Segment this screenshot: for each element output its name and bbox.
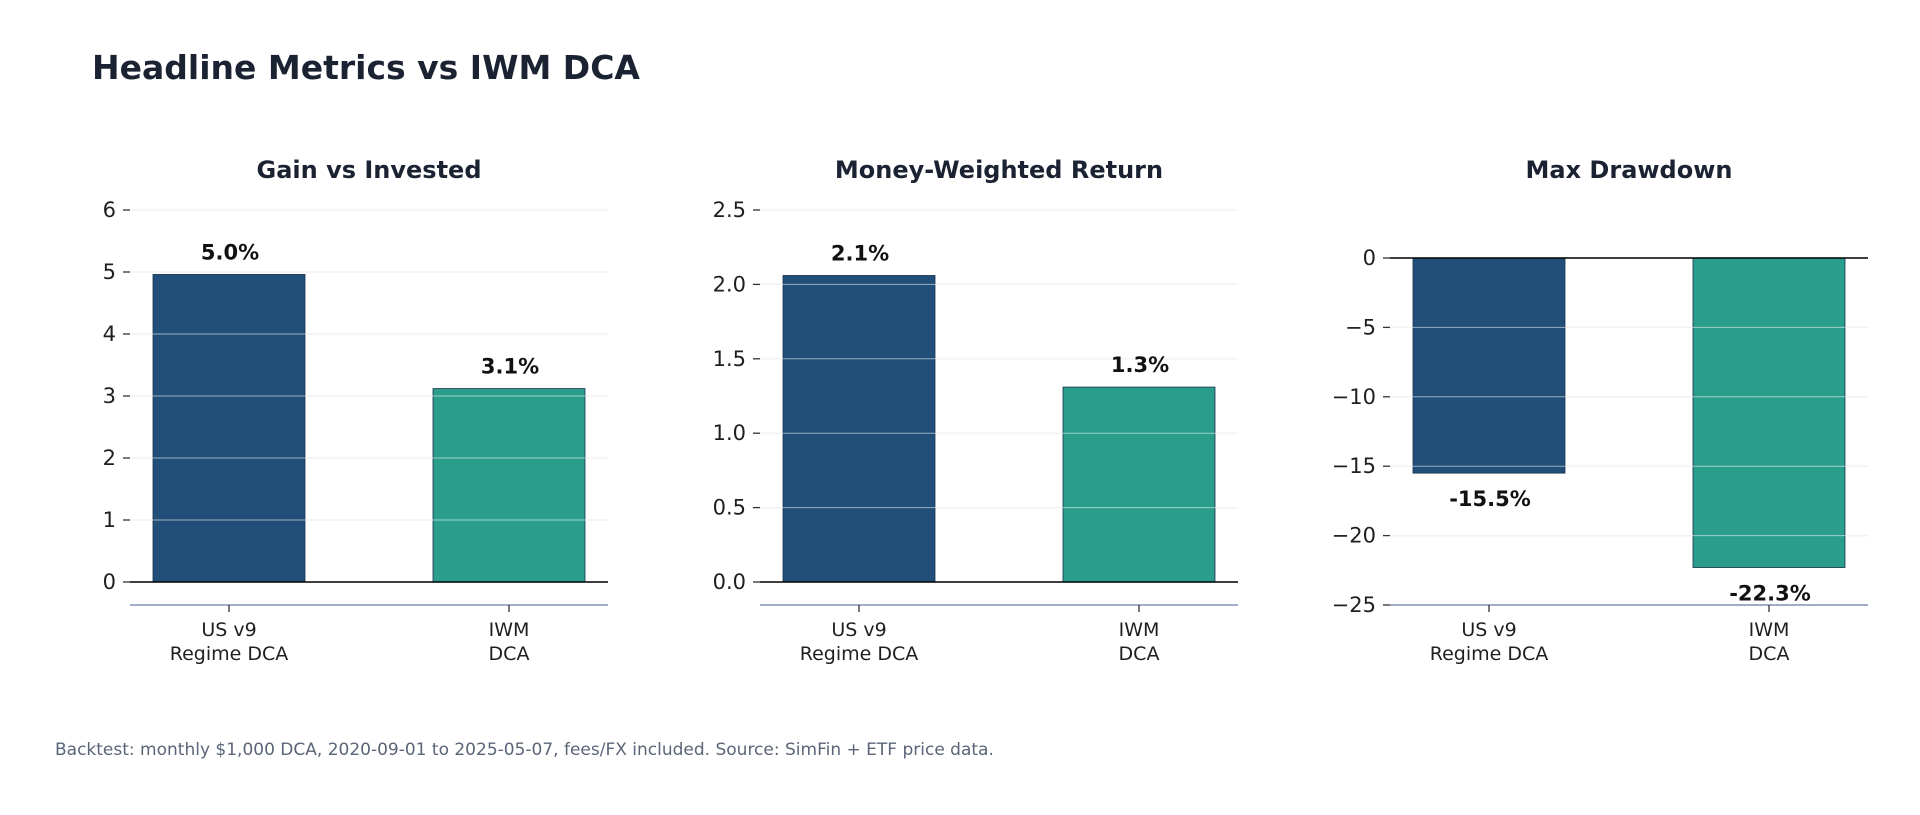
- panel-title: Gain vs Invested: [257, 156, 482, 184]
- y-tick-label: 3: [103, 384, 116, 408]
- y-tick-label: −25: [1332, 593, 1376, 617]
- y-tick-label: 1.0: [713, 421, 746, 445]
- y-tick-label: 0.0: [713, 570, 746, 594]
- bar: [782, 275, 936, 583]
- y-tick-label: 4: [103, 322, 116, 346]
- bar: [432, 388, 586, 583]
- x-tick-label: IWM DCA: [1119, 619, 1160, 665]
- bar: [152, 274, 306, 583]
- data-label: -15.5%: [1449, 487, 1531, 511]
- chart-panel-3: Max Drawdown 0 −5 −10 −15 −20 −25 US v9 Regime D…: [1332, 156, 1868, 665]
- y-tick-label: 0.5: [713, 496, 746, 520]
- data-label: 1.3%: [1111, 353, 1169, 377]
- page-title: Headline Metrics vs IWM DCA: [92, 48, 640, 87]
- bar: [1692, 257, 1846, 568]
- panel-title: Max Drawdown: [1526, 156, 1733, 184]
- y-tick-label: −5: [1345, 315, 1376, 339]
- y-tick-label: −20: [1332, 524, 1376, 548]
- y-tick-label: 5: [103, 260, 116, 284]
- y-tick-label: 2: [103, 446, 116, 470]
- y-tick-label: −10: [1332, 385, 1376, 409]
- data-label: 5.0%: [201, 240, 259, 264]
- bar: [1412, 257, 1566, 474]
- data-label: 2.1%: [831, 241, 889, 265]
- x-tick-label: IWM DCA: [1749, 619, 1790, 665]
- x-tick-label: IWM DCA: [489, 619, 530, 665]
- x-tick-label: US v9 Regime DCA: [170, 619, 289, 665]
- chart-panel-2: Money-Weighted Return 0.0 0.5 1.0 1.5 2.0 2.5 U…: [713, 156, 1238, 665]
- y-tick-label: 1: [103, 508, 116, 532]
- panel-title: Money-Weighted Return: [835, 156, 1163, 184]
- y-tick-label: 0: [103, 570, 116, 594]
- x-tick-label: US v9 Regime DCA: [1430, 619, 1549, 665]
- footnote: Backtest: monthly $1,000 DCA, 2020-09-01…: [55, 740, 994, 760]
- x-tick-label: US v9 Regime DCA: [800, 619, 919, 665]
- y-tick-label: 1.5: [713, 347, 746, 371]
- bar: [1062, 386, 1216, 583]
- y-tick-label: 6: [103, 198, 116, 222]
- y-tick-label: 2.5: [713, 198, 746, 222]
- y-tick-label: −15: [1332, 454, 1376, 478]
- y-tick-label: 2.0: [713, 272, 746, 296]
- chart-panel-1: Gain vs Invested 0 1 2 3 4 5 6 US v9 Regime DCA IW…: [103, 156, 608, 665]
- data-label: 3.1%: [481, 355, 539, 379]
- y-tick-label: 0: [1363, 246, 1376, 270]
- data-label: -22.3%: [1729, 582, 1811, 606]
